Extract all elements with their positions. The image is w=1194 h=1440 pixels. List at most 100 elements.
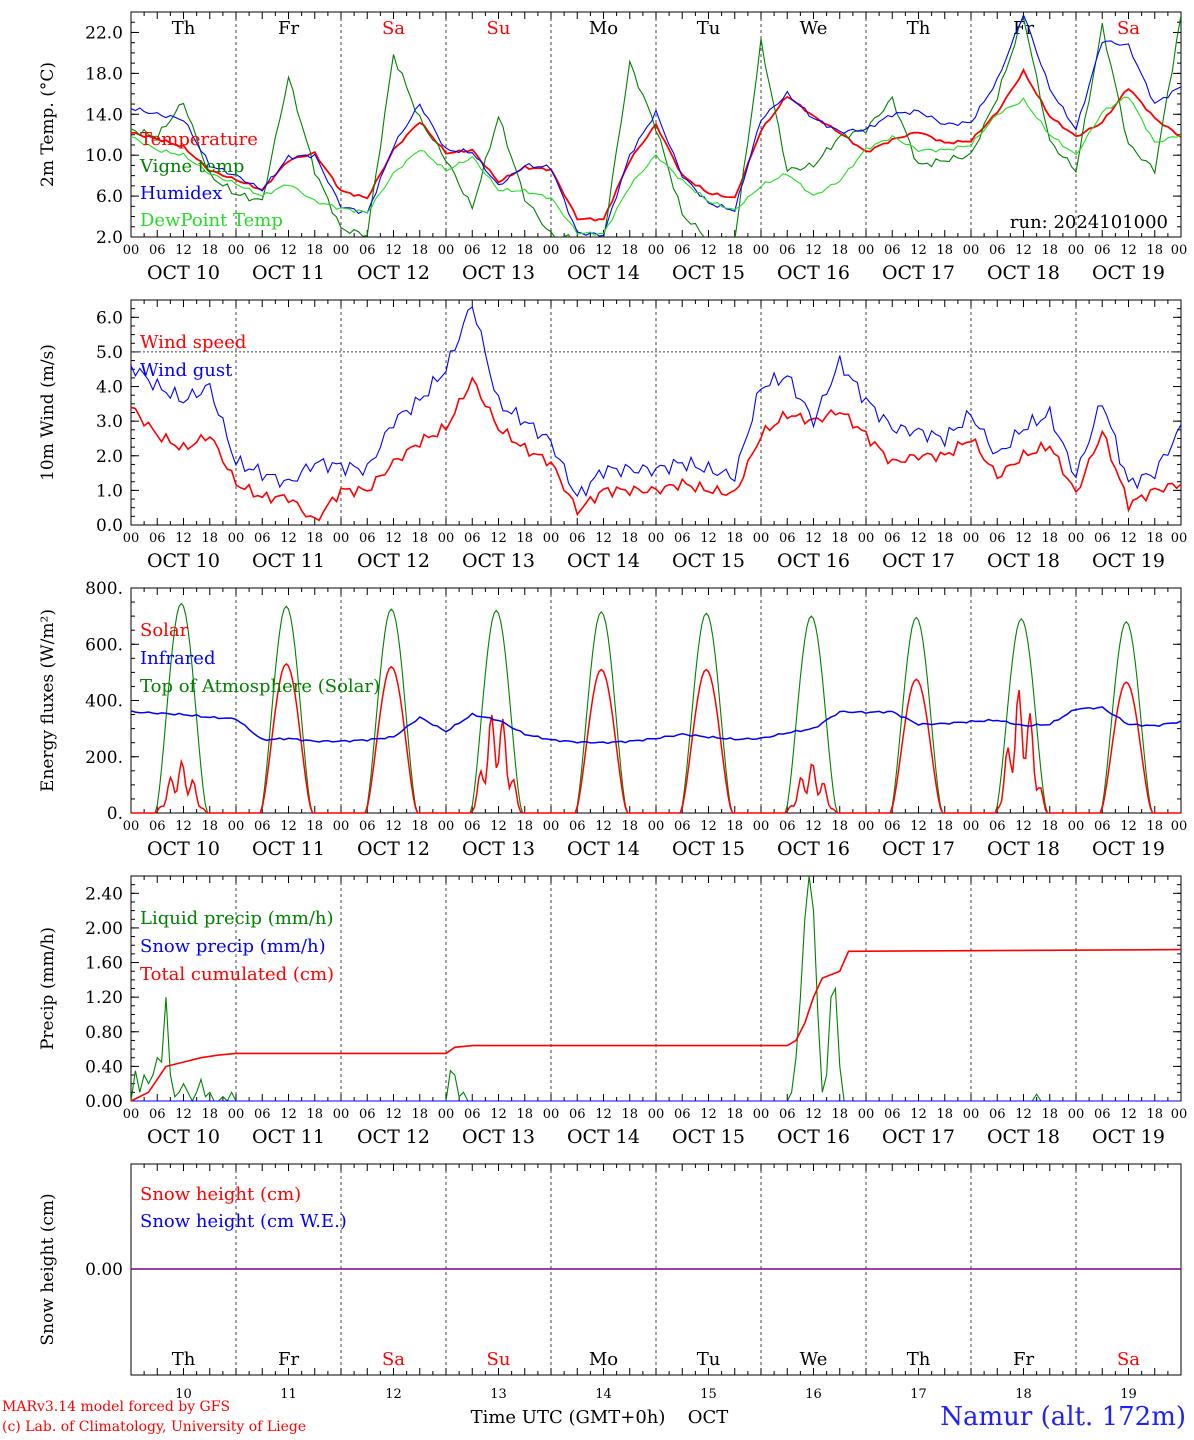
x-hour-label: 18 <box>306 531 323 546</box>
y-tick-label: 18.0 <box>85 64 123 84</box>
x-hour-label: 12 <box>910 531 927 546</box>
x-hour-label: 12 <box>385 819 402 834</box>
x-hour-label: 06 <box>1094 531 1111 546</box>
x-hour-label: 00 <box>123 1107 140 1122</box>
weekday-label: We <box>800 1349 828 1370</box>
x-hour-label: 06 <box>254 243 271 258</box>
weekday-label: Sa <box>382 18 405 39</box>
x-date-label: OCT 10 <box>147 550 220 572</box>
weekday-label: Mo <box>589 1349 618 1370</box>
x-date-label: OCT 12 <box>357 550 430 572</box>
x-hour-label: 12 <box>385 531 402 546</box>
x-hour-label: 12 <box>805 243 822 258</box>
x-hour-label: 00 <box>963 531 980 546</box>
x-hour-label: 00 <box>543 1107 560 1122</box>
x-date-label: OCT 10 <box>147 1126 220 1148</box>
toa-solar-curve <box>866 616 971 814</box>
x-hour-label: 00 <box>648 1107 665 1122</box>
solar-curve <box>341 665 446 814</box>
x-hour-label: 18 <box>936 531 953 546</box>
day-number-label: 17 <box>910 1387 927 1402</box>
x-hour-label: 18 <box>936 1107 953 1122</box>
y-tick-label: 200. <box>85 748 123 768</box>
x-hour-label: 12 <box>805 531 822 546</box>
y-tick-label: 1.60 <box>85 954 123 974</box>
x-hour-label: 06 <box>569 819 586 834</box>
x-hour-label: 06 <box>464 243 481 258</box>
panel-frame-2 <box>130 299 1182 526</box>
x-hour-label: 00 <box>1171 1107 1188 1122</box>
x-hour-label: 00 <box>333 1107 350 1122</box>
x-hour-label: 00 <box>648 819 665 834</box>
x-hour-label: 12 <box>175 819 192 834</box>
x-hour-label: 00 <box>963 1107 980 1122</box>
x-hour-label: 00 <box>858 1107 875 1122</box>
legend-snow-precip-mm-h-: Snow precip (mm/h) <box>140 936 326 957</box>
x-date-label: OCT 11 <box>252 1126 325 1148</box>
x-hour-label: 06 <box>464 1107 481 1122</box>
y-tick-label: 5.0 <box>96 343 123 363</box>
x-hour-label: 12 <box>595 819 612 834</box>
x-hour-label: 00 <box>753 243 770 258</box>
toa-solar-curve <box>971 618 1076 814</box>
x-date-label: OCT 11 <box>252 262 325 284</box>
y-tick-label: 10.0 <box>85 146 123 166</box>
y-tick-label: 14.0 <box>85 105 123 125</box>
x-hour-label: 18 <box>726 1107 743 1122</box>
legend-vigne-temp: Vigne temp <box>139 156 244 177</box>
x-hour-label: 00 <box>438 243 455 258</box>
x-hour-label: 00 <box>963 819 980 834</box>
x-hour-label: 06 <box>779 819 796 834</box>
x-hour-label: 00 <box>123 531 140 546</box>
x-hour-label: 12 <box>490 531 507 546</box>
x-hour-label: 18 <box>1146 243 1163 258</box>
weekday-label: Sa <box>1117 18 1140 39</box>
x-hour-label: 12 <box>385 243 402 258</box>
x-hour-label: 12 <box>700 1107 717 1122</box>
x-hour-label: 12 <box>385 1107 402 1122</box>
weekday-label: Tu <box>697 1349 721 1370</box>
solar-curve <box>131 758 236 814</box>
x-date-label: OCT 15 <box>672 550 745 572</box>
x-hour-label: 06 <box>674 531 691 546</box>
day-number-label: 10 <box>175 1387 192 1402</box>
x-date-label: OCT 16 <box>777 262 850 284</box>
x-hour-label: 00 <box>963 243 980 258</box>
weekday-label: Tu <box>697 18 721 39</box>
x-hour-label: 12 <box>1120 819 1137 834</box>
temp-line-vigne-temp <box>131 15 1181 237</box>
x-hour-label: 06 <box>149 1107 166 1122</box>
x-hour-label: 06 <box>674 243 691 258</box>
x-hour-label: 18 <box>516 819 533 834</box>
x-date-label: OCT 19 <box>1092 838 1165 860</box>
x-date-label: OCT 19 <box>1092 1126 1165 1148</box>
weekday-label: Sa <box>382 1349 405 1370</box>
x-hour-label: 06 <box>674 819 691 834</box>
x-hour-label: 00 <box>648 243 665 258</box>
x-hour-label: 18 <box>936 243 953 258</box>
y-tick-label: 400. <box>85 692 123 712</box>
weekday-label: Fr <box>278 1349 299 1370</box>
x-date-label: OCT 18 <box>987 262 1060 284</box>
x-hour-label: 00 <box>858 243 875 258</box>
y-tick-label: 0. <box>107 804 123 824</box>
x-hour-label: 00 <box>228 1107 245 1122</box>
x-hour-label: 12 <box>700 531 717 546</box>
y-tick-label: 0.40 <box>85 1057 123 1077</box>
day-number-label: 15 <box>700 1387 717 1402</box>
x-hour-label: 00 <box>438 531 455 546</box>
solar-curve <box>1076 681 1181 814</box>
weekday-label: Th <box>907 18 931 39</box>
day-number-label: 18 <box>1015 1387 1032 1402</box>
weekday-label: Sa <box>1117 1349 1140 1370</box>
x-axis-month: OCT <box>688 1407 729 1428</box>
x-date-label: OCT 16 <box>777 550 850 572</box>
x-hour-label: 18 <box>726 243 743 258</box>
weekday-label: Su <box>487 1349 511 1370</box>
temp-series-group <box>131 13 1181 237</box>
y-tick-label: 800. <box>85 579 123 599</box>
x-hour-label: 06 <box>989 1107 1006 1122</box>
x-hour-label: 06 <box>359 531 376 546</box>
x-hour-label: 06 <box>149 819 166 834</box>
x-hour-label: 18 <box>516 243 533 258</box>
